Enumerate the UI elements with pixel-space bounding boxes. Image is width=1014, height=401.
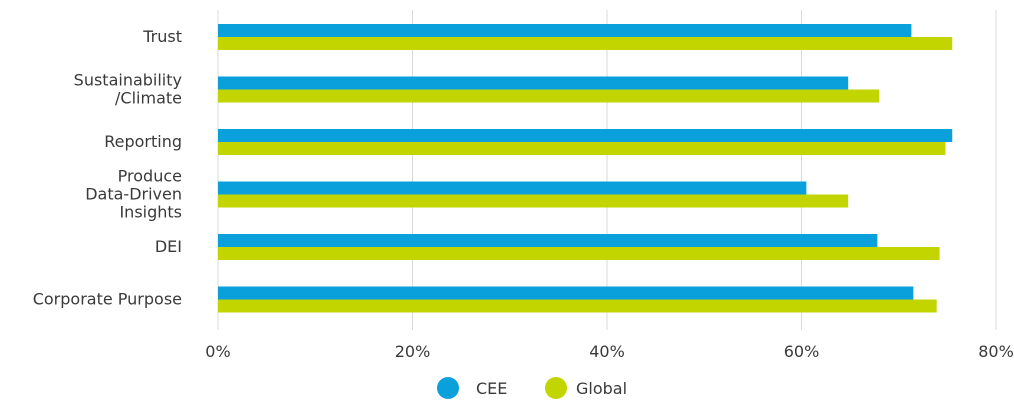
category-label-sustainability-climate: Sustainability/Climate [74,71,182,108]
category-label-produce-data-driven-insights: Produce Data-Driven Insights [85,167,182,222]
bar-cee-produce-data-driven-insights [218,181,807,195]
x-tick-label: 40% [589,342,625,361]
legend-label-global: Global [576,379,627,398]
legend-swatch-global [545,377,567,399]
bars [218,24,953,313]
category-label-dei: DEI [155,237,182,256]
x-tick-label: 80% [978,342,1014,361]
bar-cee-corporate-purpose [218,286,914,300]
legend-swatch-cee [437,377,459,399]
bar-global-dei [218,247,940,260]
bar-cee-reporting [218,129,953,142]
bar-cee-sustainability-climate [218,76,849,90]
x-tick-label: 0% [205,342,230,361]
x-tick-label: 20% [395,342,431,361]
bar-global-reporting [218,142,946,155]
category-labels: Trust Sustainability/Climate Reporting Prod… [33,27,182,309]
bar-global-corporate-purpose [218,299,937,313]
bar-global-trust [218,37,953,50]
grid-lines [217,10,997,330]
bar-cee-dei [218,234,878,247]
legend-label-cee: CEE [476,379,507,398]
bar-cee-trust [218,24,912,37]
x-axis-ticks: 0% 20% 40% 60% 80% [205,342,1013,361]
x-tick-label: 60% [784,342,820,361]
category-label-reporting: Reporting [104,132,182,151]
category-label-corporate-purpose: Corporate Purpose [33,290,182,309]
bar-global-produce-data-driven-insights [218,194,849,208]
legend: CEE Global [437,377,627,399]
category-label-trust: Trust [142,27,182,46]
bar-global-sustainability-climate [218,89,880,103]
